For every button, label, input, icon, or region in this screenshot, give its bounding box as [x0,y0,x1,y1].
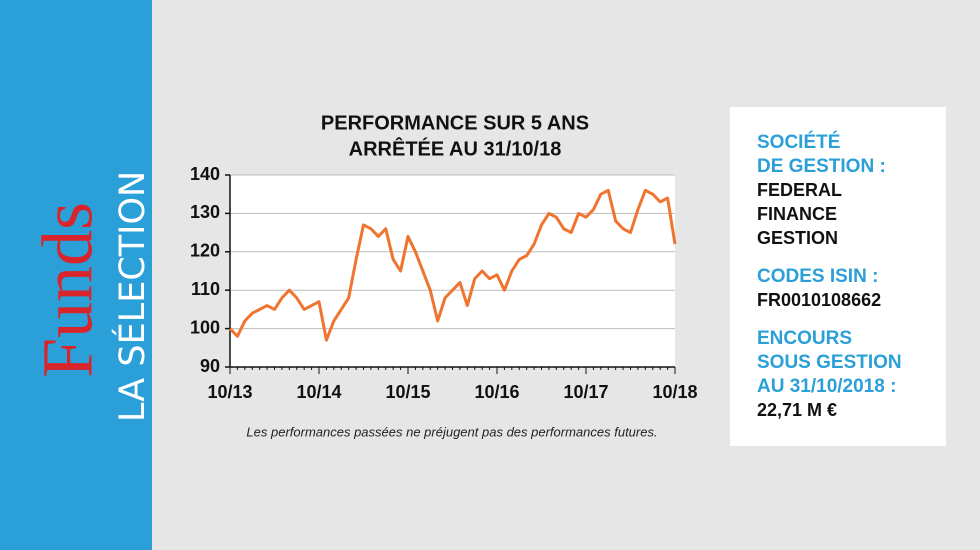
info-value: 22,71 M € [757,400,837,420]
x-tick-label: 10/15 [385,382,430,402]
x-tick-label: 10/14 [296,382,341,402]
x-tick-label: 10/16 [474,382,519,402]
info-label: DE GESTION : [757,156,886,177]
section-title: LA SÉLECTION [111,171,153,422]
info-label: CODES ISIN : [757,266,878,287]
plot-area [230,175,675,367]
sidebar [0,0,152,550]
info-label: ENCOURS [757,328,852,349]
x-tick-label: 10/18 [652,382,697,402]
y-tick-label: 90 [200,356,220,376]
info-box [730,107,946,446]
info-label: SOUS GESTION [757,352,902,373]
y-tick-label: 140 [190,164,220,184]
info-value: FR0010108662 [757,290,881,310]
y-tick-label: 130 [190,202,220,222]
info-value: FEDERAL [757,180,842,200]
x-tick-label: 10/13 [207,382,252,402]
info-value: GESTION [757,228,838,248]
y-tick-label: 100 [190,317,220,337]
info-value: FINANCE [757,204,837,224]
y-tick-label: 120 [190,241,220,261]
brand: Funds [28,202,108,378]
x-tick-label: 10/17 [563,382,608,402]
chart-title: PERFORMANCE SUR 5 ANS [321,112,589,134]
info-label: AU 31/10/2018 : [757,376,896,397]
disclaimer: Les performances passées ne préjugent pa… [246,424,657,439]
y-tick-label: 110 [191,279,220,299]
info-label: SOCIÉTÉ [757,131,840,153]
chart-subtitle: ARRÊTÉE AU 31/10/18 [349,136,562,160]
series-line [228,188,677,342]
